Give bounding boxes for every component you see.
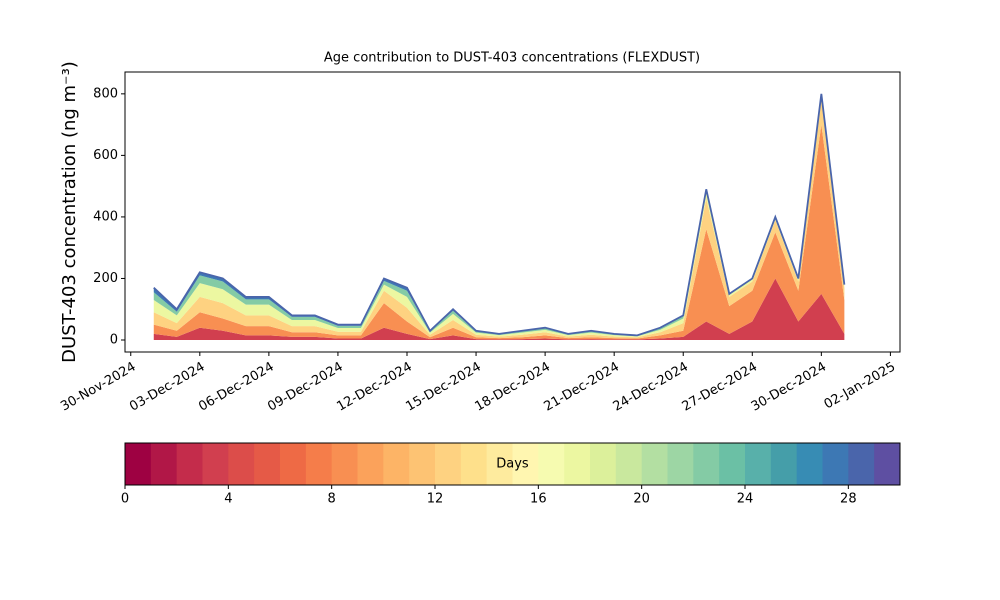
colorbar-cell xyxy=(357,443,384,485)
colorbar-tick-label: 24 xyxy=(737,492,754,507)
colorbar-cell xyxy=(693,443,720,485)
colorbar-tick-label: 8 xyxy=(328,492,336,507)
colorbar-cell xyxy=(435,443,462,485)
area-layer xyxy=(153,124,845,340)
x-tick-label: 30-Dec-2024 xyxy=(749,360,829,415)
chart-title: Age contribution to DUST-403 concentrati… xyxy=(324,51,700,66)
colorbar-cell xyxy=(254,443,281,485)
colorbar-cell xyxy=(305,443,333,485)
colorbar-cell xyxy=(590,443,617,485)
colorbar-tick-label: 28 xyxy=(840,492,857,507)
colorbar-cell xyxy=(641,443,668,485)
colorbar-cell xyxy=(460,443,488,485)
colorbar-cell xyxy=(719,443,746,485)
colorbar-cell xyxy=(486,443,513,485)
x-tick-label: 02-Jan-2025 xyxy=(822,360,899,413)
colorbar-cell xyxy=(667,443,694,485)
colorbar-tick-label: 4 xyxy=(224,492,232,507)
colorbar-cell xyxy=(512,443,539,485)
colorbar-cell xyxy=(770,443,798,485)
colorbar-cell xyxy=(615,443,643,485)
x-tick-label: 15-Dec-2024 xyxy=(403,360,483,415)
colorbar-cell xyxy=(848,443,875,485)
colorbar-cell xyxy=(745,443,772,485)
y-tick-label: 0 xyxy=(110,333,118,348)
x-tick-label: 24-Dec-2024 xyxy=(611,360,691,415)
x-tick-label: 09-Dec-2024 xyxy=(265,360,345,415)
colorbar-cell xyxy=(331,443,358,485)
x-tick-label: 18-Dec-2024 xyxy=(472,360,552,415)
colorbar-cell xyxy=(228,443,255,485)
colorbar-tick-label: 0 xyxy=(121,492,129,507)
area-layer xyxy=(153,278,845,340)
x-tick-label: 30-Nov-2024 xyxy=(58,360,138,415)
y-axis-label: DUST-403 concentration (ng m⁻³) xyxy=(59,61,80,363)
colorbar-cell xyxy=(796,443,823,485)
x-tick-label: 12-Dec-2024 xyxy=(334,360,414,415)
x-tick-label: 21-Dec-2024 xyxy=(542,360,622,415)
y-tick-label: 600 xyxy=(93,148,118,163)
x-tick-label: 03-Dec-2024 xyxy=(127,360,207,415)
colorbar-cell xyxy=(564,443,591,485)
colorbar-cell xyxy=(822,443,849,485)
colorbar-cell xyxy=(125,443,152,485)
colorbar-tick-label: 16 xyxy=(530,492,547,507)
colorbar-tick-label: 12 xyxy=(427,492,444,507)
colorbar-cell xyxy=(874,443,901,485)
y-tick-label: 200 xyxy=(93,271,118,286)
colorbar-cell xyxy=(176,443,203,485)
total-line xyxy=(153,93,846,337)
plot-frame xyxy=(124,71,901,353)
colorbar-cell xyxy=(538,443,565,485)
colorbar-tick-label: 20 xyxy=(633,492,650,507)
colorbar-cell xyxy=(409,443,436,485)
colorbar-label: Days xyxy=(496,457,529,472)
colorbar-cell xyxy=(150,443,178,485)
colorbar-cell xyxy=(202,443,229,485)
colorbar-cell xyxy=(280,443,307,485)
colorbar-cell xyxy=(383,443,410,485)
y-tick-label: 400 xyxy=(93,209,118,224)
area-layer xyxy=(153,100,845,339)
colorbar-frame xyxy=(124,442,901,486)
x-tick-label: 27-Dec-2024 xyxy=(680,360,760,415)
x-tick-label: 06-Dec-2024 xyxy=(196,360,276,415)
y-tick-label: 800 xyxy=(93,86,118,101)
